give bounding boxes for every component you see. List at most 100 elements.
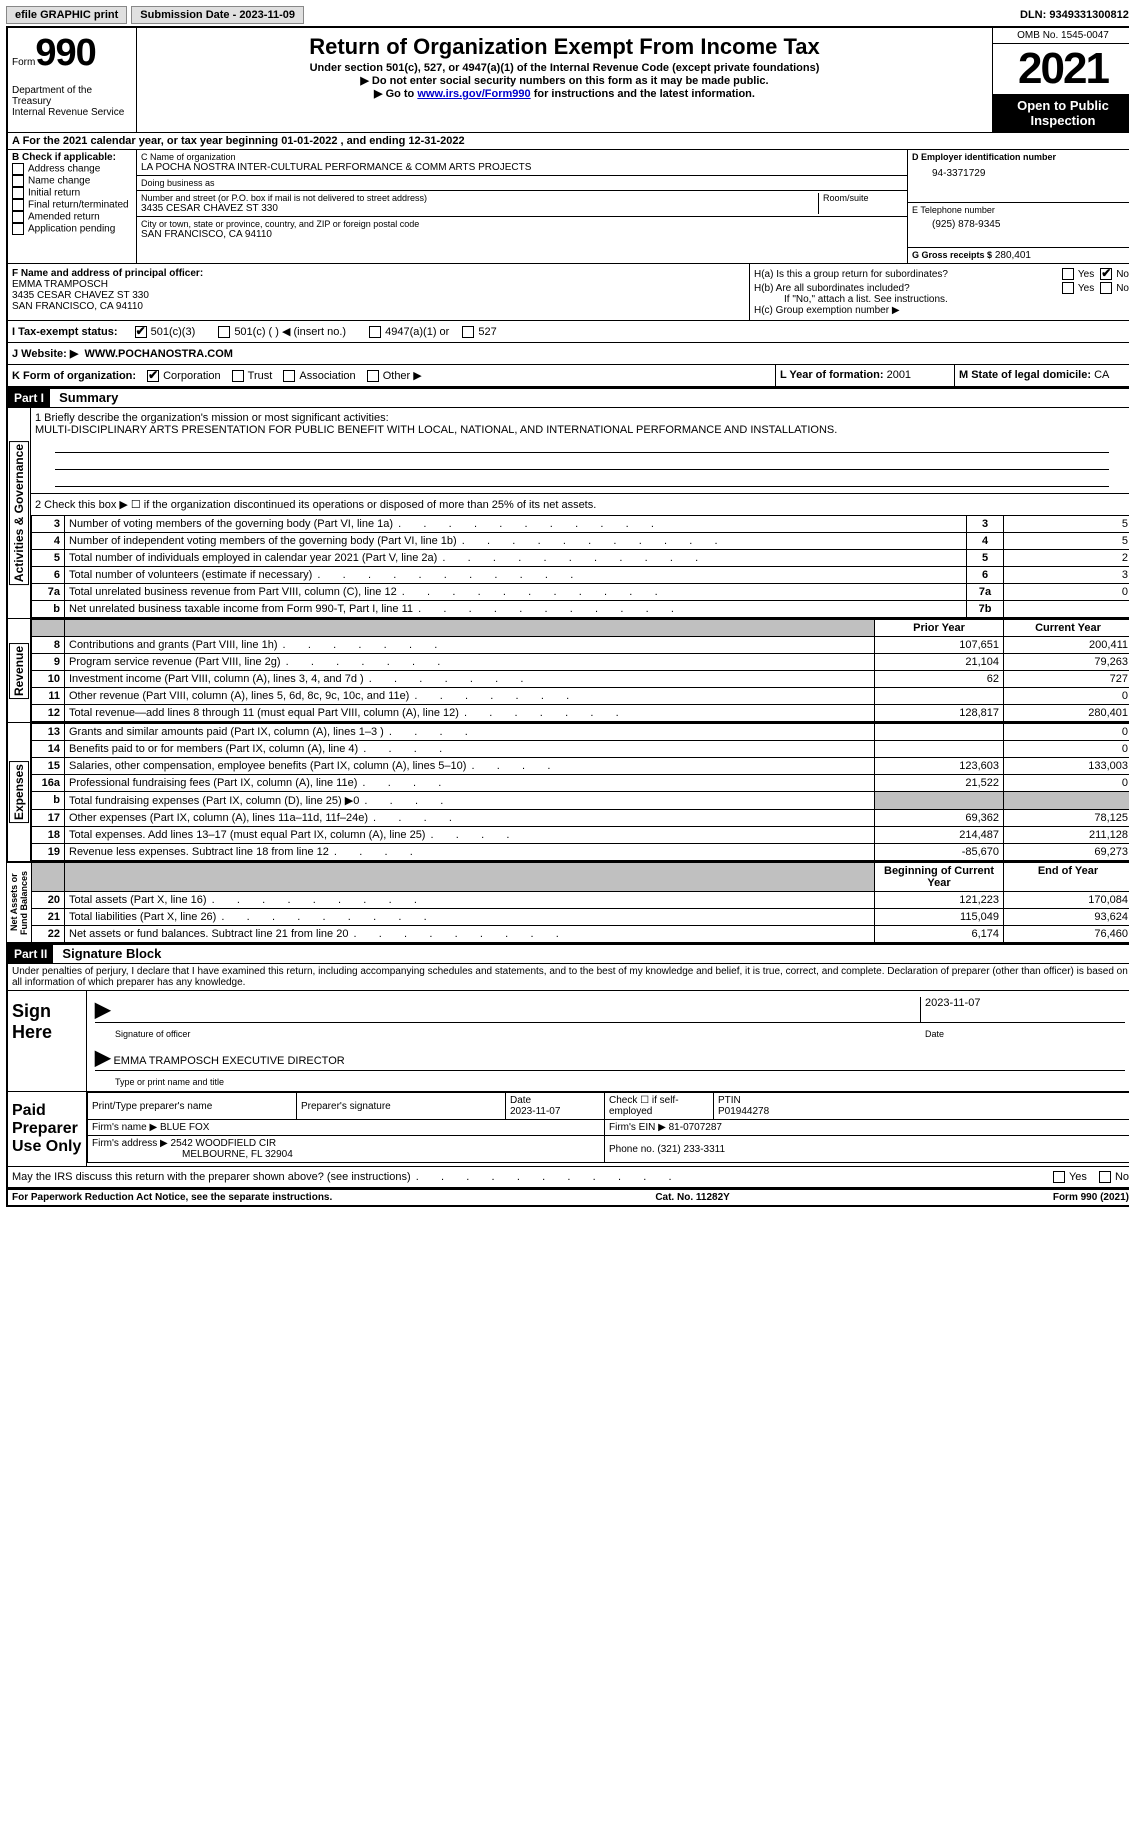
efile-print-button[interactable]: efile GRAPHIC print [6,6,127,24]
expenses-table: 13 Grants and similar amounts paid (Part… [31,723,1129,861]
name-arrow-icon: ▶ [95,1047,110,1069]
line-num: 3 [32,516,65,533]
association-checkbox[interactable] [283,370,295,382]
line-a-tax-year: A For the 2021 calendar year, or tax yea… [8,133,1129,150]
ein-label: D Employer identification number [912,152,1129,162]
form-subtitle: Under section 501(c), 527, or 4947(a)(1)… [141,62,988,74]
sig-date: 2023-11-07 [920,997,1125,1022]
declaration-text: Under penalties of perjury, I declare th… [8,964,1129,991]
prior-value [875,741,1004,758]
tax-year: 2021 [993,44,1129,94]
line-num: 22 [32,926,65,943]
current-value [1004,792,1129,810]
discuss-yes-checkbox[interactable] [1053,1171,1065,1183]
irs-link[interactable]: www.irs.gov/Form990 [417,88,530,100]
officer-addr2: SAN FRANCISCO, CA 94110 [12,301,745,312]
sig-officer-label: Signature of officer [95,1029,925,1039]
sig-date-label: Date [925,1029,1125,1039]
501c-checkbox[interactable] [218,326,230,338]
line-label: Professional fundraising fees (Part IX, … [65,775,875,792]
line-value: 2 [1004,550,1129,567]
ha-no-checkbox[interactable] [1100,268,1112,280]
line-label: Net unrelated business taxable income fr… [65,601,967,618]
527-checkbox[interactable] [462,326,474,338]
line-value: 5 [1004,516,1129,533]
part1-header: Part I [8,389,50,407]
gross-receipts-label: G Gross receipts $ [912,250,992,260]
application-pending-checkbox[interactable] [12,223,24,235]
submission-date-button[interactable]: Submission Date - 2023-11-09 [131,6,304,24]
line-num: 14 [32,741,65,758]
telephone-value: (925) 878-9345 [932,219,1129,230]
open-to-public: Open to Public Inspection [993,94,1129,132]
prior-value: 115,049 [875,909,1004,926]
initial-return-checkbox[interactable] [12,187,24,199]
dba-label: Doing business as [141,178,903,188]
form-footer-label: Form 990 (2021) [1053,1192,1129,1203]
governance-label: Activities & Governance [9,441,29,585]
netassets-table: Beginning of Current Year End of Year20 … [31,862,1129,943]
mission-text: MULTI-DISCIPLINARY ARTS PRESENTATION FOR… [35,424,1129,436]
current-value: 0 [1004,688,1129,705]
dln-label: DLN: 93493313008123 [1020,9,1129,21]
firm-addr1: 2542 WOODFIELD CIR [171,1138,277,1149]
amended-return-checkbox[interactable] [12,211,24,223]
form-header: Form990 Department of the Treasury Inter… [8,28,1129,133]
prior-value [875,724,1004,741]
hb-yes-checkbox[interactable] [1062,282,1074,294]
line-label: Grants and similar amounts paid (Part IX… [65,724,875,741]
col-header: Prior Year [875,620,1004,637]
line-box: 7b [967,601,1004,618]
form-container: Form990 Department of the Treasury Inter… [6,26,1129,1207]
officer-name-title: EMMA TRAMPOSCH EXECUTIVE DIRECTOR [113,1055,344,1067]
address-value: 3435 CESAR CHAVEZ ST 330 [141,203,814,214]
line-value: 3 [1004,567,1129,584]
501c3-checkbox[interactable] [135,326,147,338]
officer-name-label: Type or print name and title [115,1077,1125,1087]
discuss-no-checkbox[interactable] [1099,1171,1111,1183]
governance-table: 3 Number of voting members of the govern… [31,515,1129,618]
department-label: Department of the Treasury Internal Reve… [12,85,132,118]
line-label: Program service revenue (Part VIII, line… [65,654,875,671]
col-header: Current Year [1004,620,1129,637]
ha-yes-checkbox[interactable] [1062,268,1074,280]
trust-checkbox[interactable] [232,370,244,382]
part1-title: Summary [53,388,124,407]
current-value: 170,084 [1004,892,1129,909]
line-num: 8 [32,637,65,654]
line-box: 6 [967,567,1004,584]
tax-exempt-status: I Tax-exempt status: 501(c)(3) 501(c) ( … [8,321,1129,343]
line-num: 12 [32,705,65,722]
line-label: Number of voting members of the governin… [65,516,967,533]
line-label: Total number of volunteers (estimate if … [65,567,967,584]
org-name-label: C Name of organization [141,152,903,162]
prior-value: 123,603 [875,758,1004,775]
irs-link-line: ▶ Go to www.irs.gov/Form990 for instruct… [141,87,988,100]
city-label: City or town, state or province, country… [141,219,903,229]
line-label: Total assets (Part X, line 16) [65,892,875,909]
mission-box: 1 Briefly describe the organization's mi… [31,408,1129,493]
address-change-checkbox[interactable] [12,163,24,175]
4947-checkbox[interactable] [369,326,381,338]
preparer-table: Print/Type preparer's name Preparer's si… [87,1092,1129,1163]
prior-value: 21,104 [875,654,1004,671]
corporation-checkbox[interactable] [147,370,159,382]
line-num: 17 [32,810,65,827]
top-bar: efile GRAPHIC print Submission Date - 20… [6,6,1129,24]
line-label: Contributions and grants (Part VIII, lin… [65,637,875,654]
name-change-checkbox[interactable] [12,175,24,187]
line-label: Net assets or fund balances. Subtract li… [65,926,875,943]
expenses-label: Expenses [9,761,29,823]
other-org-checkbox[interactable] [367,370,379,382]
line-label: Number of independent voting members of … [65,533,967,550]
form-of-org: K Form of organization: Corporation Trus… [8,365,776,386]
website-value: WWW.POCHANOSTRA.COM [84,348,232,360]
line-num: 6 [32,567,65,584]
col-header: End of Year [1004,863,1129,892]
current-value: 727 [1004,671,1129,688]
hb-no-checkbox[interactable] [1100,282,1112,294]
final-return-checkbox[interactable] [12,199,24,211]
prior-value: 69,362 [875,810,1004,827]
address-label: Number and street (or P.O. box if mail i… [141,193,814,203]
form-title: Return of Organization Exempt From Incom… [141,34,988,60]
